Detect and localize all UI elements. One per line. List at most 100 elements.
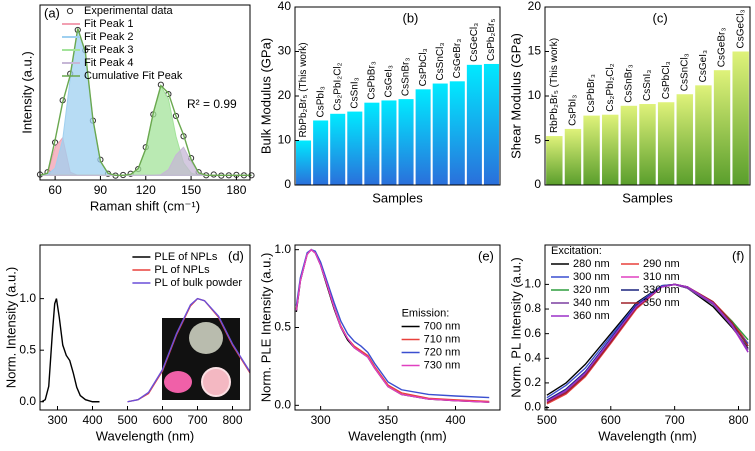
panel: 300 350 400 0.0 0.5 1.0 Wavelength (nm) Norm. P…: [258, 242, 501, 443]
y-tick-label: 40: [278, 0, 292, 13]
x-tick-label: 90: [94, 183, 108, 197]
bar: [364, 102, 380, 185]
bar-label: CsGeBr₃: [717, 28, 728, 68]
legend-label: 300 nm: [573, 271, 610, 283]
bar-label: CsSnBr₃: [624, 64, 635, 103]
bar-label: CsGeCl₃: [469, 23, 480, 62]
legend-label: Fit Peak 4: [84, 57, 134, 69]
bar-label: CsSnCl₃: [435, 43, 446, 81]
panel: 60 90 120 150 180 Raman shift (cm⁻¹) Intensity…: [19, 4, 255, 213]
y-tick-label: 20: [528, 0, 542, 13]
powder-pink: [164, 371, 192, 393]
y-axis-label: Norm. PL Intensity (a.u.): [508, 257, 523, 397]
x-axis-label: Wavelength (nm): [598, 428, 697, 443]
bar: [330, 113, 346, 185]
legend-label: Fit Peak 2: [84, 31, 134, 43]
legend-title: Excitation:: [551, 245, 602, 257]
y-tick-label: 0.0: [19, 394, 36, 408]
bar-label: CsPbCl₃: [418, 48, 429, 86]
y-tick-label: 0.2: [524, 375, 541, 389]
plot-frame: [544, 244, 751, 411]
bar: [583, 115, 600, 185]
bar: [639, 104, 656, 185]
legend-label: 330 nm: [643, 284, 680, 296]
bar: [546, 136, 563, 185]
bar: [483, 63, 499, 185]
panel-label: (a): [44, 5, 60, 20]
bar: [620, 105, 638, 185]
legend-label: 340 nm: [573, 297, 610, 309]
legend-label: 310 nm: [643, 271, 680, 283]
bar-label: CsGeI₃: [698, 50, 709, 82]
legend-label: PL of bulk powder: [154, 277, 242, 289]
y-axis-label: Norm. PLE Intensity (a.u.): [258, 253, 273, 403]
x-tick-label: 150: [181, 183, 201, 197]
legend-label: PL of NPLs: [154, 264, 210, 276]
bar-label: RbPb₂Br₅ (This work): [549, 38, 560, 133]
bar-label: CsSnBr₃: [401, 58, 412, 97]
legend-label: 360 nm: [573, 310, 610, 322]
y-tick-label: 0.5: [274, 320, 291, 334]
x-axis-label: Samples: [622, 190, 673, 205]
bar-label: CsPbBr₃: [586, 74, 597, 113]
legend-label: PLE of NPLs: [154, 251, 217, 263]
bar: [713, 70, 731, 185]
panel: RbPb₂Br₅ (This work) CsPbI₃ Cs₂PbI₂Cl₂ CsSn…: [258, 0, 501, 205]
bar-label: CsSnCl₃: [679, 53, 690, 91]
x-tick-label: 800: [728, 413, 748, 427]
plot-frame: [294, 244, 501, 411]
legend-label: 730 nm: [424, 359, 461, 371]
panel-label: (c): [653, 10, 668, 25]
bar-label: CsSnI₃: [349, 77, 360, 108]
bar-label: CsPbBr₃: [367, 61, 378, 100]
legend-label: 290 nm: [643, 258, 680, 270]
x-tick-label: 700: [187, 413, 207, 427]
x-axis-label: Wavelength (nm): [96, 428, 195, 443]
y-tick-label: 0.6: [524, 326, 541, 340]
bar-label: CsGeCl₃: [735, 9, 746, 48]
legend-label: 320 nm: [573, 284, 610, 296]
plot-frame: [39, 244, 251, 411]
panel: 300 400 500 600 700 800 0.0 0.5 1.0 Wavelength (n…: [3, 244, 251, 443]
x-tick-label: 300: [47, 413, 67, 427]
legend-label: 700 nm: [424, 320, 461, 332]
y-tick-label: 10: [528, 88, 542, 102]
bar: [398, 99, 414, 185]
bar: [381, 100, 397, 185]
series-line: [295, 248, 490, 403]
series-line: [127, 297, 251, 403]
panel-label: (f): [732, 248, 744, 263]
x-tick-label: 350: [378, 413, 398, 427]
x-tick-label: 500: [117, 413, 137, 427]
y-tick-label: 0.0: [274, 398, 291, 412]
legend-label: 350 nm: [643, 297, 680, 309]
bar: [695, 85, 712, 185]
x-tick-label: 60: [48, 183, 62, 197]
x-tick-label: 600: [152, 413, 172, 427]
y-tick-label: 30: [278, 44, 292, 58]
dish-pink: [201, 367, 231, 397]
data-point: [172, 112, 180, 120]
x-tick-label: 800: [222, 413, 242, 427]
bar: [415, 89, 431, 185]
bar-label: CsPb₂Br₅: [486, 19, 497, 61]
data-point: [210, 171, 217, 178]
bar: [466, 64, 482, 185]
x-tick-label: 180: [226, 183, 246, 197]
bar-label: CsPbCl₃: [661, 61, 672, 99]
y-tick-label: 5: [534, 133, 541, 147]
y-tick-label: 0: [534, 177, 541, 191]
panel-label: (d): [228, 248, 244, 263]
bar-label: Cs₂PbI₂Cl₂: [605, 63, 616, 111]
y-tick-label: 0.0: [524, 400, 541, 414]
legend-label: 720 nm: [424, 346, 461, 358]
series-line: [546, 283, 749, 402]
x-tick-label: 120: [136, 183, 156, 197]
bar-label: CsGeI₃: [384, 65, 395, 97]
panel: RbPb₂Br₅ (This work) CsPbI₃ CsPbBr₃ Cs₂PbI₂…: [508, 0, 751, 205]
legend-label: Cumulative Fit Peak: [84, 70, 183, 82]
legend-label: Experimental data: [84, 5, 174, 17]
bar-label: CsGeBr₃: [452, 39, 463, 79]
x-tick-label: 500: [537, 413, 557, 427]
